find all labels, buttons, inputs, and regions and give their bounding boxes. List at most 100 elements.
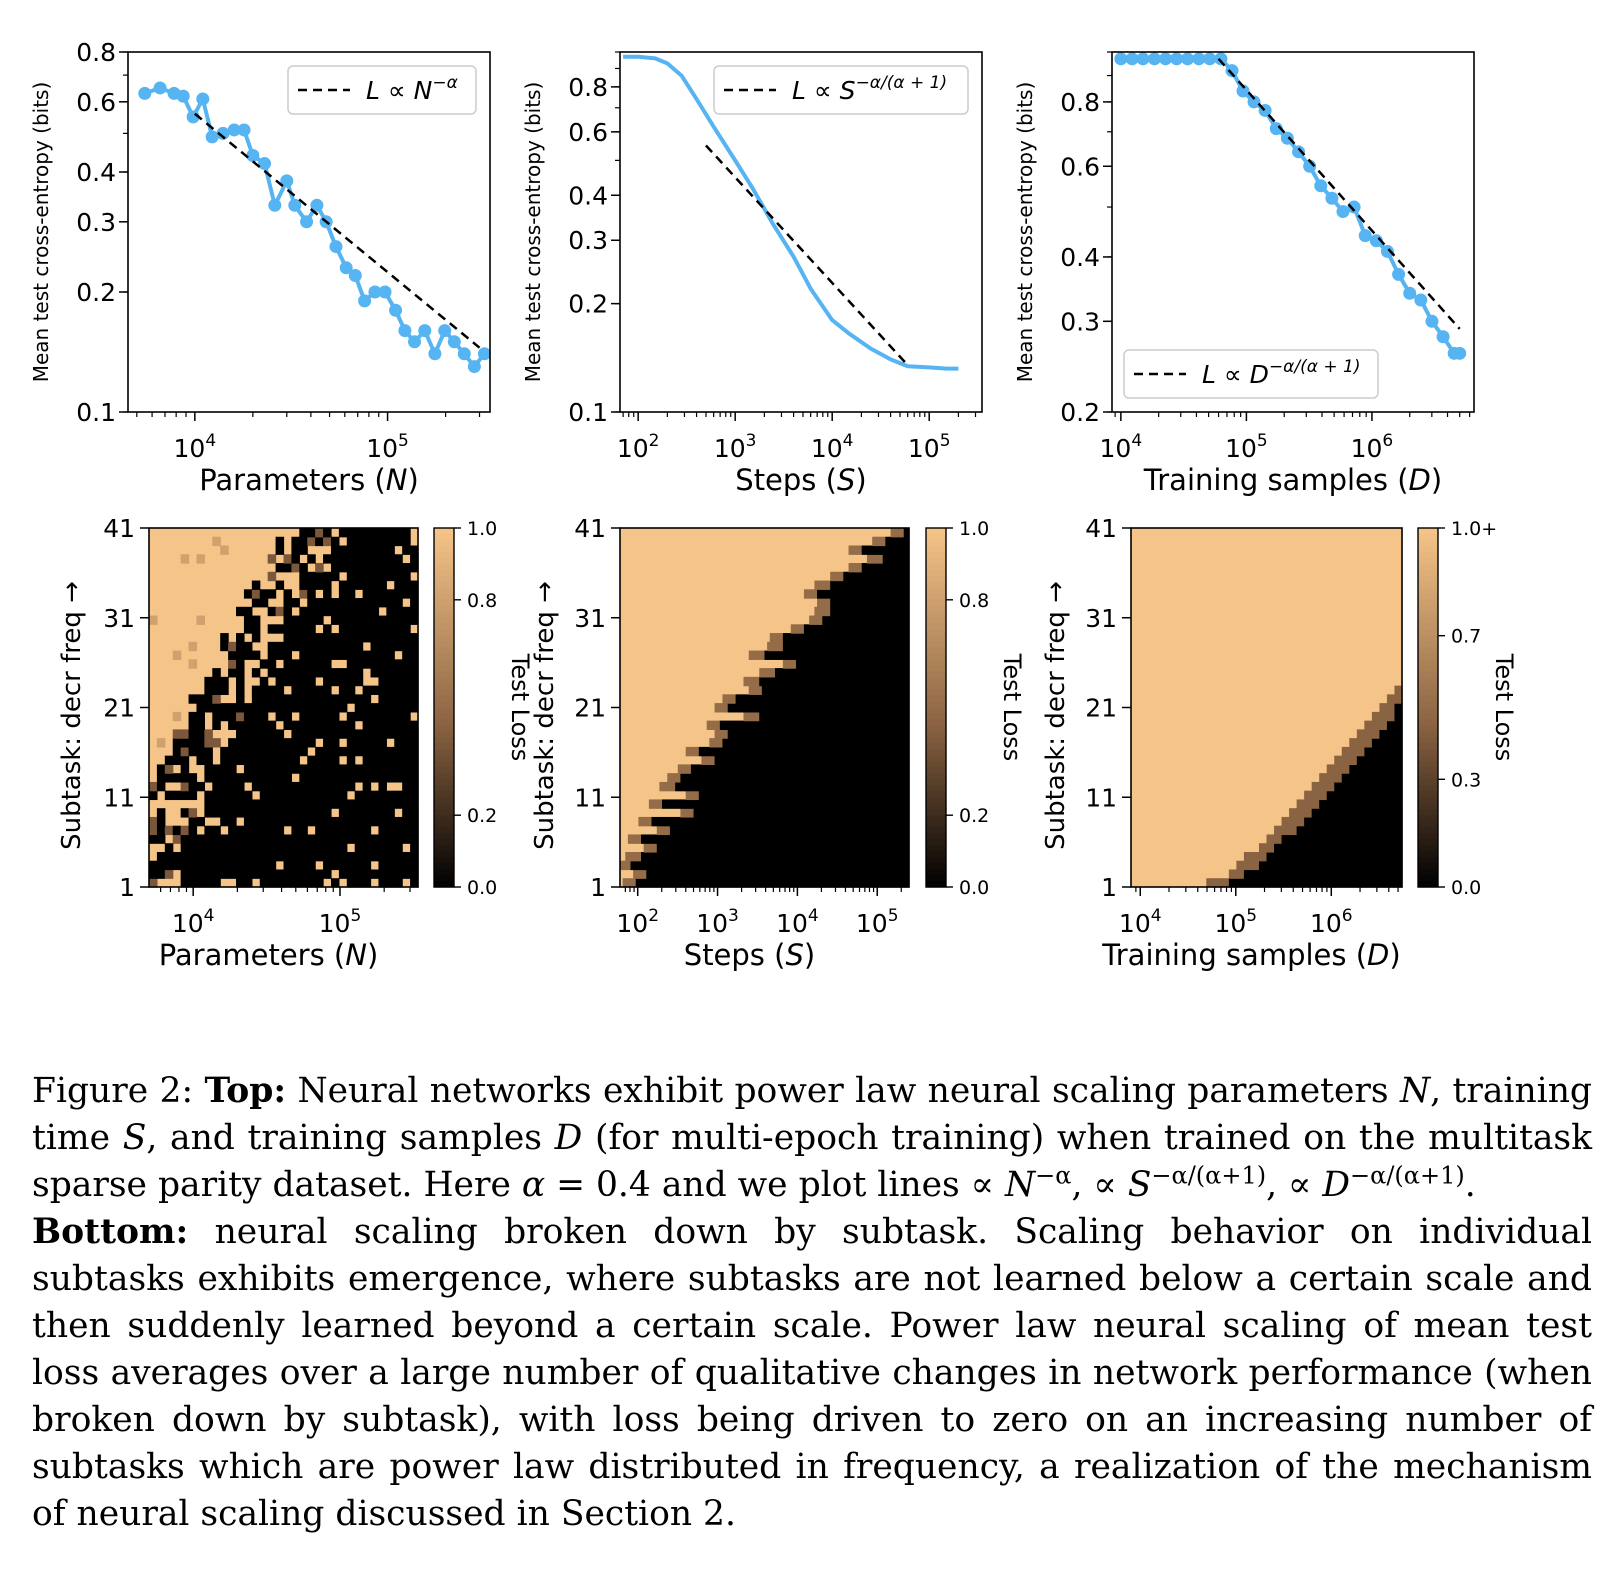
heatmap-cell (746, 711, 750, 722)
heatmap-cell (236, 878, 245, 888)
heatmap-cell (725, 878, 729, 888)
heatmap-cell (782, 781, 787, 792)
heatmap-cell (848, 563, 852, 573)
heatmap-cell (370, 851, 380, 862)
y-axis-label: Mean test cross-entropy (bits) (521, 82, 545, 383)
heatmap-cell (761, 878, 766, 888)
heatmap-cell (806, 781, 810, 792)
heatmap-cell (866, 615, 871, 625)
heatmap-cell (835, 676, 839, 687)
heatmap-cell (677, 878, 682, 888)
heatmap-cell (880, 746, 884, 757)
heatmap-cell (307, 843, 316, 853)
heatmap-cell (330, 598, 340, 608)
heatmap-cell (180, 851, 190, 862)
heatmap-cell (811, 851, 816, 862)
heatmap-cell (180, 878, 190, 888)
heatmap-cell (859, 711, 863, 722)
heatmap-cell (832, 633, 837, 643)
heatmap-cell (251, 869, 261, 879)
heatmap-cell (662, 860, 666, 871)
colorbar-segment (434, 869, 454, 876)
heatmap-cell (730, 746, 734, 757)
heatmap-cell (1243, 878, 1253, 888)
colorbar-segment (926, 683, 946, 691)
heatmap-cell (693, 790, 697, 801)
data-point (1358, 229, 1372, 243)
heatmap-cell (901, 554, 905, 564)
heatmap-cell (759, 729, 763, 739)
heatmap-cell (188, 781, 198, 792)
caption-var: S (122, 1118, 147, 1158)
heatmap-cell (696, 843, 700, 853)
heatmap-cell (838, 633, 842, 643)
heatmap-cell (1334, 808, 1343, 818)
heatmap-cell (1356, 764, 1365, 774)
heatmap-cell (874, 843, 879, 853)
heatmap-cell (228, 869, 237, 879)
legend-box (287, 65, 477, 115)
heatmap-cell (259, 843, 269, 853)
heatmap-cell (283, 851, 293, 862)
heatmap-cell (735, 799, 739, 809)
heatmap-cell (869, 764, 873, 774)
heatmap-cell (901, 563, 905, 573)
heatmap-cell (307, 668, 316, 678)
heatmap-cell (872, 860, 876, 871)
heatmap-cell (330, 843, 340, 853)
heatmap-cell (1379, 746, 1388, 757)
heatmap-cell (1386, 729, 1396, 739)
heatmap-cell (809, 781, 813, 792)
heatmap-cell (782, 720, 787, 730)
heatmap-cell (885, 606, 889, 617)
heatmap-cell (782, 834, 787, 844)
heatmap-cell (861, 598, 865, 608)
x-axis-label: Parameters (N) (159, 938, 379, 972)
heatmap-cell (370, 834, 380, 844)
heatmap-cell (753, 878, 758, 888)
heatmap-cell (386, 843, 395, 853)
heatmap-cell (890, 668, 894, 678)
heatmap-cell (775, 764, 779, 774)
heatmap-cell (354, 808, 364, 818)
heatmap-cell (299, 580, 308, 590)
heatmap-cell (228, 668, 237, 678)
heatmap-cell (346, 851, 356, 862)
heatmap-cell (228, 720, 237, 730)
heatmap-cell (727, 703, 731, 713)
heatmap-cell (394, 703, 403, 713)
heatmap-cell (764, 746, 768, 757)
heatmap-cell (283, 641, 293, 652)
heatmap-cell (830, 878, 834, 888)
heatmap-cell (362, 781, 372, 792)
heatmap-cell (780, 851, 784, 862)
heatmap-cell (769, 808, 773, 818)
heatmap-cell (851, 720, 855, 730)
heatmap-cell (890, 633, 894, 643)
heatmap-cell (777, 825, 781, 836)
heatmap-cell (901, 624, 905, 634)
heatmap-cell (819, 808, 823, 818)
heatmap-cell (887, 773, 892, 783)
heatmap-cell (843, 668, 847, 678)
heatmap-cell (806, 773, 810, 783)
colorbar-segment (926, 641, 946, 649)
heatmap-cell (709, 878, 713, 888)
heatmap-cell (887, 606, 892, 617)
heatmap-cell (748, 860, 752, 871)
heatmap-cell (410, 598, 419, 608)
colorbar-segment (926, 791, 946, 798)
heatmap-cell (903, 563, 907, 573)
heatmap-cell (378, 598, 387, 608)
heatmap-cell (746, 703, 750, 713)
heatmap-cell (394, 851, 403, 862)
y-tick-label: 0.8 (76, 38, 116, 67)
heatmap-cell (827, 799, 831, 809)
heatmap-cell (362, 615, 372, 625)
heatmap-cell (767, 773, 771, 783)
heatmap-cell (809, 668, 813, 678)
heatmap-cell (1341, 825, 1350, 836)
heatmap-cell (738, 816, 742, 827)
heatmap-cell (204, 738, 213, 748)
heatmap-cell (1304, 790, 1313, 801)
